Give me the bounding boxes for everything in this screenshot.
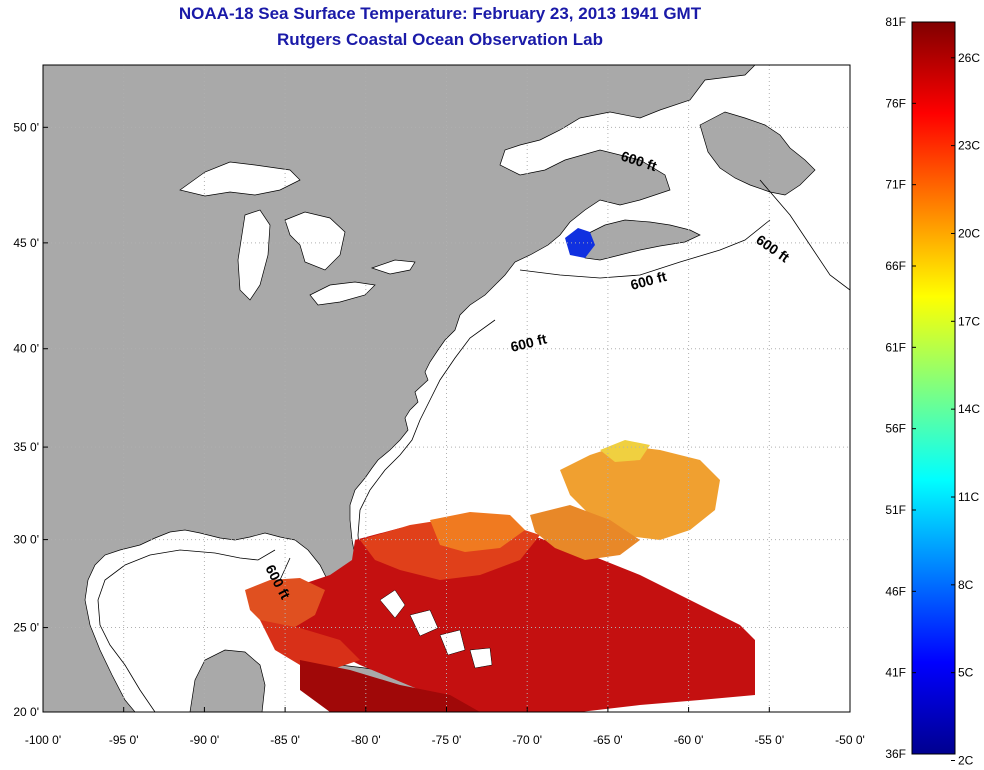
colorbar-label-f: 51F xyxy=(885,503,906,517)
lon-tick-label: -55 0' xyxy=(754,733,784,747)
colorbar-label-c: 17C xyxy=(958,314,980,328)
colorbar-label-f: 71F xyxy=(885,178,906,192)
lon-tick-label: -65 0' xyxy=(593,733,623,747)
colorbar-label-f: 61F xyxy=(885,340,906,354)
colorbar-label-f: 41F xyxy=(885,666,906,680)
colorbar-gradient xyxy=(911,21,956,755)
lat-tick-label: 25 0' xyxy=(13,621,39,635)
latitude-axis: 20 0' 25 0' 30 0' 35 0' 40 0' 45 0' 50 0' xyxy=(13,120,48,719)
bahamas-islands xyxy=(379,589,493,669)
colorbar-label-c: 23C xyxy=(958,139,980,153)
lat-tick-label: 45 0' xyxy=(13,236,39,250)
lat-tick-label: 30 0' xyxy=(13,533,39,547)
lat-tick-label: 20 0' xyxy=(13,705,39,719)
colorbar-label-c: 26C xyxy=(958,51,980,65)
land-newfoundland xyxy=(699,111,816,196)
colorbar-label-c: 5C xyxy=(958,666,974,680)
map-gridlines xyxy=(43,65,850,712)
colorbar-label-c: 20C xyxy=(958,226,980,240)
lon-tick-label: -80 0' xyxy=(351,733,381,747)
colorbar-label-f: 36F xyxy=(885,747,906,761)
lon-tick-label: -85 0' xyxy=(270,733,300,747)
colorbar-label-f: 66F xyxy=(885,259,906,273)
map-subtitle: Rutgers Coastal Ocean Observation Lab xyxy=(277,30,603,49)
great-lakes xyxy=(179,161,416,306)
lon-tick-label: -95 0' xyxy=(109,733,139,747)
lon-tick-label: -60 0' xyxy=(674,733,704,747)
lon-tick-label: -90 0' xyxy=(190,733,220,747)
colorbar-label-f: 56F xyxy=(885,422,906,436)
colorbar-label-c: 2C xyxy=(958,754,974,768)
lat-tick-label: 40 0' xyxy=(13,342,39,356)
land-north-america xyxy=(43,65,756,712)
lat-tick-label: 35 0' xyxy=(13,440,39,454)
sst-data-field xyxy=(245,440,755,712)
lat-tick-label: 50 0' xyxy=(13,120,39,134)
longitude-axis: -100 0' -95 0' -90 0' -85 0' -80 0' -75 0' -70… xyxy=(25,707,865,747)
colorbar-label-c: 8C xyxy=(958,578,974,592)
lon-tick-label: -70 0' xyxy=(512,733,542,747)
colorbar-label-f: 46F xyxy=(885,584,906,598)
colorbar-label-f: 76F xyxy=(885,96,906,110)
lon-tick-label: -50 0' xyxy=(835,733,865,747)
land-yucatan xyxy=(189,649,266,712)
colorbar-label-c: 11C xyxy=(958,490,979,504)
map-title: NOAA-18 Sea Surface Temperature: Februar… xyxy=(178,4,702,23)
colorbar-fahrenheit-labels: 81F 76F 71F 66F 61F 56F 51F 46F 41F 36F xyxy=(885,15,916,761)
colorbar-celsius-labels: 26C 23C 20C 17C 14C 11C 8C 5C 2C xyxy=(951,51,980,768)
colorbar-label-f: 81F xyxy=(885,15,906,29)
colorbar: 81F 76F 71F 66F 61F 56F 51F 46F 41F 36F 26C 23C 20C… xyxy=(885,15,980,768)
land-nova-scotia xyxy=(584,219,701,261)
lon-tick-label: -75 0' xyxy=(432,733,462,747)
colorbar-label-c: 14C xyxy=(958,402,980,416)
lon-tick-label: -100 0' xyxy=(25,733,61,747)
